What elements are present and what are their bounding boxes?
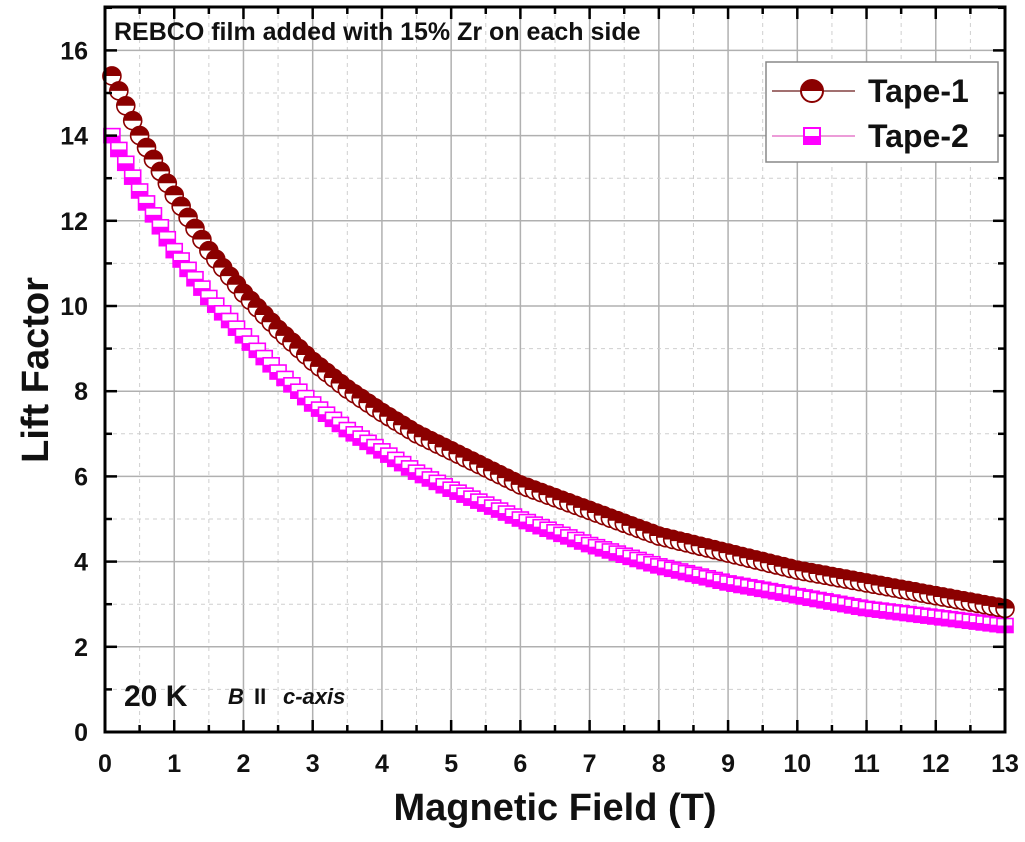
- y-axis-title: Lift Factor: [15, 277, 57, 463]
- y-tick-label: 12: [60, 208, 88, 236]
- x-tick-label: 12: [922, 750, 950, 778]
- x-tick-label: 3: [306, 750, 320, 778]
- legend-item-tape-2: Tape-2: [772, 118, 969, 154]
- x-tick-label: 11: [853, 750, 880, 778]
- parallel-symbol-label: II: [254, 684, 266, 709]
- y-tick-label: 14: [60, 123, 88, 151]
- y-tick-label: 16: [60, 37, 88, 65]
- legend-label-tape-2: Tape-2: [868, 118, 969, 154]
- half-square-marker-icon: [803, 127, 821, 145]
- y-tick-labels: 0 2 4 6 8 10 12 14 16: [60, 37, 88, 747]
- y-tick-label: 6: [74, 463, 88, 491]
- x-tick-label: 0: [98, 750, 112, 778]
- half-circle-marker-icon: [800, 79, 824, 103]
- x-tick-label: 10: [783, 750, 811, 778]
- chart-title: REBCO film added with 15% Zr on each sid…: [114, 18, 641, 46]
- x-tick-label: 13: [991, 750, 1019, 778]
- x-tick-label: 6: [513, 750, 527, 778]
- legend-item-tape-1: Tape-1: [772, 73, 969, 109]
- x-tick-label: 4: [375, 750, 389, 778]
- series-tape-2: [103, 127, 1014, 634]
- x-tick-label: 5: [444, 750, 458, 778]
- legend-box: [765, 61, 999, 163]
- x-tick-label: 9: [721, 750, 735, 778]
- x-tick-label: 8: [652, 750, 666, 778]
- x-tick-label: 1: [167, 750, 181, 778]
- grid-lines: [105, 7, 1005, 732]
- x-tick-labels: 0 1 2 3 4 5 6 7 8 9 10 11 12 13: [98, 750, 1019, 778]
- data-series: [102, 66, 1015, 634]
- x-tick-label: 2: [237, 750, 251, 778]
- axis-orientation-label: c-axis: [283, 684, 345, 709]
- axis-ticks: [103, 6, 1007, 734]
- y-tick-label: 10: [60, 293, 88, 321]
- condition-annotation: 20 K B II c-axis: [124, 680, 345, 713]
- temperature-label: 20 K: [124, 680, 188, 713]
- y-tick-label: 4: [74, 549, 88, 577]
- field-symbol-label: B: [228, 684, 244, 709]
- y-tick-label: 2: [74, 634, 88, 662]
- x-tick-label: 7: [583, 750, 597, 778]
- legend-label-tape-1: Tape-1: [868, 73, 969, 109]
- legend: Tape-1 Tape-2: [765, 61, 999, 163]
- x-axis-title: Magnetic Field (T): [394, 787, 717, 829]
- y-tick-label: 8: [74, 378, 88, 406]
- y-tick-label: 0: [74, 719, 88, 747]
